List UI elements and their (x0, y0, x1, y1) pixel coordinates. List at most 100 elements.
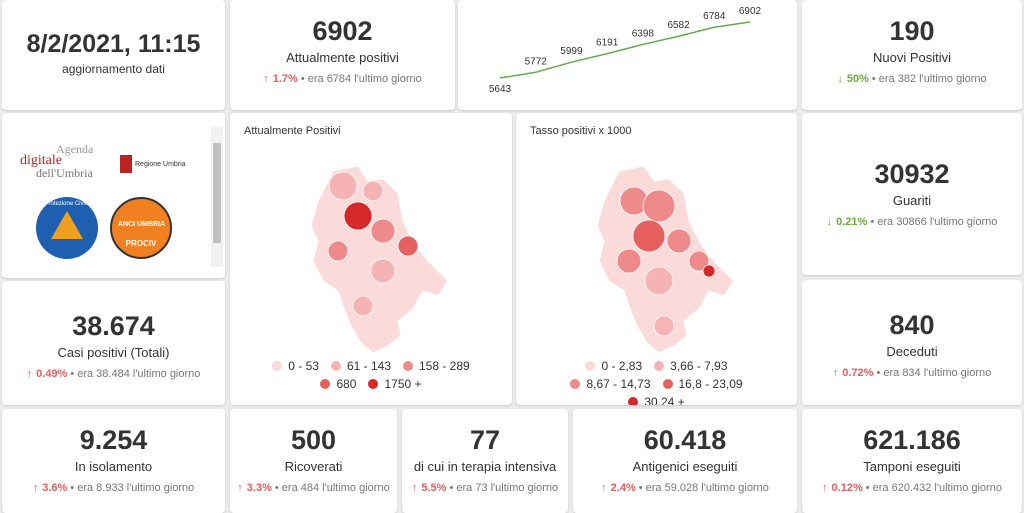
logo-text: digitale (20, 153, 62, 168)
legend-label: 16,8 - 23,09 (678, 377, 743, 391)
datetime: 8/2/2021, 11:15 (26, 30, 201, 58)
stat-card: 9.254 In isolamento ↑ 3.6% • era 8.933 l'ult… (2, 409, 225, 513)
stat-change: ↓ 0.21% • era 30866 l'ultimo giorno (802, 216, 1022, 228)
legend-label: 8,67 - 14,73 (586, 377, 651, 391)
legend-swatch (320, 379, 331, 389)
legend-swatch (570, 379, 581, 389)
stat-change: ↑ 0.12% • era 620.432 l'ultimo giorno (802, 482, 1022, 494)
trend-arrow: ↑ (411, 482, 418, 494)
trend-arrow: ↑ (32, 482, 39, 494)
legend-swatch (330, 361, 341, 371)
line-chart-card: 5643 5772 5999 6191 6398 6582 6784 6902 (458, 0, 797, 110)
legend-swatch (654, 361, 665, 371)
stat-value: 6902 (312, 16, 373, 46)
trend-arrow: ↑ (822, 482, 828, 494)
previous-value: era 620.432 l'ultimo giorno (872, 482, 1002, 494)
change-percent: 3.3% (246, 482, 272, 494)
change-percent: 0.12% (831, 482, 863, 494)
logo-text: PROCIV (125, 239, 157, 248)
change-percent: 0.49% (36, 368, 68, 380)
point-label: 5772 (525, 56, 548, 67)
stat-card: 500 Ricoverati ↑ 3.3% • era 484 l'ultimo gio… (230, 409, 397, 513)
map-card: Attualmente Positivi 0 - 53 61 - 143 158 - … (230, 113, 512, 405)
separator: • (70, 482, 78, 494)
logos-card: Agenda digitale dell'Umbria Regione Umbr… (2, 113, 225, 278)
legend-item: 0 - 2,83 (585, 359, 642, 373)
trend-arrow: ↑ (237, 482, 243, 494)
scrollbar[interactable] (211, 127, 223, 267)
legend-swatch (403, 361, 413, 371)
change-percent: 5.5% (421, 482, 447, 494)
stat-label: Antigenici eseguiti (632, 459, 738, 474)
line-chart: 5643 5772 5999 6191 6398 6582 6784 6902 (489, 6, 762, 95)
stat-value: 77 (469, 425, 501, 455)
stat-label: Tamponi eseguiti (863, 459, 961, 474)
legend-label: 158 - 289 (419, 359, 470, 373)
point-label: 5643 (489, 84, 512, 95)
municipality (688, 250, 710, 272)
map-title: Attualmente Positivi (244, 125, 341, 137)
stat-change: ↑ 5.5% • era 73 l'ultimo giorno (402, 482, 568, 494)
point-label: 6582 (667, 20, 690, 31)
stat-label: Guariti (892, 193, 932, 208)
change-percent: 3.6% (42, 482, 68, 494)
stat-change: ↑ 0.49% • era 38.484 l'ultimo giorno (2, 368, 225, 380)
municipality (327, 240, 349, 262)
map-card: Tasso positivi x 1000 0 - 2,83 3,66 - 7,93… (516, 113, 797, 405)
point-label: 6784 (703, 11, 726, 22)
map-legend: 0 - 53 61 - 143 158 - 289 680 1750 + (230, 357, 512, 393)
legend-item: 680 (320, 377, 356, 391)
separator: • (876, 367, 884, 379)
legend-swatch (272, 361, 283, 371)
stat-card: 38.674 Casi positivi (Totali) ↑ 0.49% • era … (2, 281, 225, 405)
point-label: 6902 (739, 6, 762, 17)
stat-value: 60.418 (643, 425, 727, 455)
separator: • (70, 368, 78, 380)
stat-card: 190 Nuovi Positivi ↓ 50% • era 382 l'ultimo … (802, 0, 1022, 110)
stat-label: di cui in terapia intensiva (413, 459, 557, 474)
logo-text: Regione Umbria (135, 160, 186, 168)
change-percent: 50% (846, 73, 869, 85)
change-percent: 1.7% (272, 73, 298, 85)
trend-arrow: ↓ (826, 216, 833, 228)
municipality (632, 219, 666, 253)
previous-value: era 38.484 l'ultimo giorno (77, 368, 201, 380)
caption: aggiornamento dati (62, 62, 165, 76)
change-percent: 0.21% (836, 216, 868, 228)
change-percent: 0.72% (842, 367, 874, 379)
municipalities (310, 165, 449, 354)
legend-label: 0 - 53 (288, 359, 319, 373)
stat-value: 840 (889, 310, 935, 340)
stat-change: ↑ 3.3% • era 484 l'ultimo giorno (230, 482, 397, 494)
legend-item: 8,67 - 14,73 (570, 377, 651, 391)
municipality (644, 266, 674, 296)
municipality (666, 228, 692, 254)
stat-card: 77 di cui in terapia intensiva ↑ 5.5% • era … (402, 409, 568, 513)
previous-value: era 30866 l'ultimo giorno (877, 216, 998, 228)
stat-label: Nuovi Positivi (872, 50, 952, 65)
point-label: 6398 (632, 28, 655, 39)
update-card: 8/2/2021, 11:15 aggiornamento dati (2, 0, 225, 110)
trend-arrow: ↓ (837, 73, 843, 85)
separator: • (870, 216, 878, 228)
separator: • (871, 73, 879, 85)
legend-label: 1750 + (384, 377, 422, 391)
legend-item: 0 - 53 (272, 359, 319, 373)
previous-value: era 834 l'ultimo giorno (883, 367, 992, 379)
point-label: 5999 (560, 46, 583, 57)
logo-text: ANCI UMBRIA (118, 221, 166, 228)
stat-value: 190 (889, 16, 935, 46)
stat-card: 6902 Attualmente positivi ↑ 1.7% • era 6784 … (230, 0, 455, 110)
stat-value: 30932 (874, 159, 950, 189)
municipality (616, 248, 642, 274)
stat-card: 840 Deceduti ↑ 0.72% • era 834 l'ultimo gior… (802, 280, 1022, 405)
legend-label: 61 - 143 (346, 359, 391, 373)
map-title: Tasso positivi x 1000 (530, 125, 632, 137)
change-percent: 2.4% (610, 482, 636, 494)
municipality (362, 180, 384, 202)
stat-label: Casi positivi (Totali) (57, 345, 170, 360)
previous-value: era 73 l'ultimo giorno (456, 482, 559, 494)
legend-label: 0 - 2,83 (601, 359, 643, 373)
stat-label: Deceduti (886, 344, 938, 359)
legend-label: 3,66 - 7,93 (670, 359, 728, 373)
